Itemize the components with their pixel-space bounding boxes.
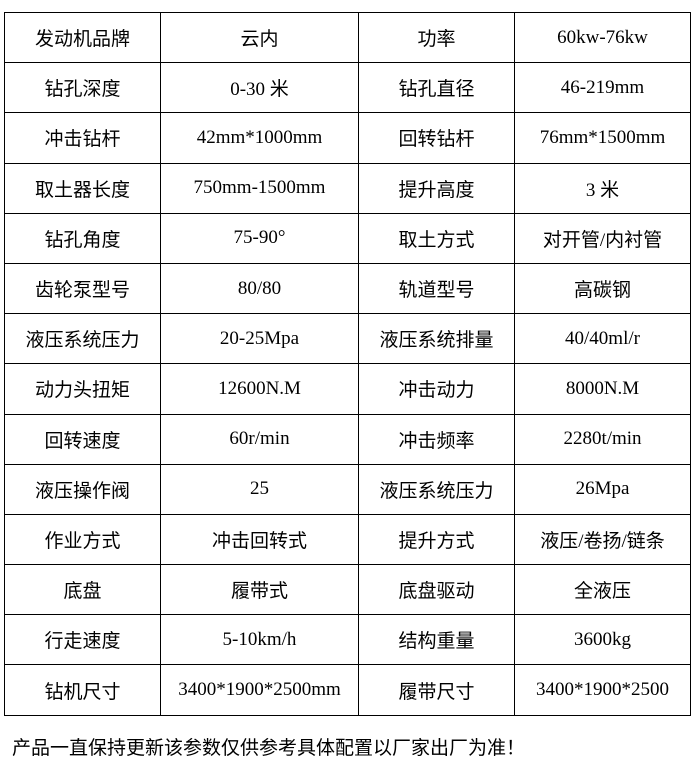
param-value: 履带式 (160, 564, 359, 616)
table-row: 液压操作阀 25 液压系统压力 26Mpa (4, 463, 691, 515)
table-row: 行走速度 5-10km/h 结构重量 3600kg (4, 614, 691, 666)
param-value: 20-25Mpa (160, 313, 359, 365)
table-row: 钻孔角度 75-90° 取土方式 对开管/内衬管 (4, 212, 691, 264)
param-label: 回转钻杆 (358, 112, 515, 164)
table-row: 钻机尺寸 3400*1900*2500mm 履带尺寸 3400*1900*2500 (4, 664, 691, 716)
param-value: 2280t/min (514, 413, 691, 465)
param-value: 80/80 (160, 262, 359, 315)
param-label: 钻孔深度 (4, 62, 161, 114)
param-label: 发动机品牌 (4, 11, 161, 64)
param-label: 冲击频率 (358, 413, 515, 465)
param-value: 750mm-1500mm (160, 162, 359, 214)
param-label: 回转速度 (4, 413, 161, 465)
param-value: 26Mpa (514, 463, 691, 515)
param-value: 40/40ml/r (514, 313, 691, 365)
param-value: 5-10km/h (160, 614, 359, 666)
param-value: 60kw-76kw (514, 11, 691, 64)
param-label: 结构重量 (358, 614, 515, 666)
param-value: 25 (160, 463, 359, 515)
param-label: 冲击钻杆 (4, 112, 161, 164)
param-label: 钻孔直径 (358, 62, 515, 114)
table-row: 发动机品牌 云内 功率 60kw-76kw (4, 11, 691, 64)
param-label: 作业方式 (4, 513, 161, 566)
param-label: 功率 (358, 11, 515, 64)
param-value: 高碳钢 (514, 262, 691, 315)
param-label: 液压系统压力 (358, 463, 515, 515)
table-row: 液压系统压力 20-25Mpa 液压系统排量 40/40ml/r (4, 313, 691, 365)
param-value: 75-90° (160, 212, 359, 264)
param-value: 8000N.M (514, 363, 691, 415)
param-value: 对开管/内衬管 (514, 212, 691, 264)
param-value: 3 米 (514, 162, 691, 214)
param-value: 云内 (160, 11, 359, 64)
table-row: 动力头扭矩 12600N.M 冲击动力 8000N.M (4, 363, 691, 415)
param-label: 冲击动力 (358, 363, 515, 415)
footer-note: 产品一直保持更新该参数仅供参考具体配置以厂家出厂为准！ (12, 738, 526, 759)
table-row: 取土器长度 750mm-1500mm 提升高度 3 米 (4, 162, 691, 214)
param-value: 液压/卷扬/链条 (514, 513, 691, 566)
param-label: 取土方式 (358, 212, 515, 264)
param-value: 3600kg (514, 614, 691, 666)
param-label: 钻机尺寸 (4, 664, 161, 716)
param-value: 0-30 米 (160, 62, 359, 114)
param-label: 提升高度 (358, 162, 515, 214)
param-value: 冲击回转式 (160, 513, 359, 566)
param-label: 履带尺寸 (358, 664, 515, 716)
spec-table: 发动机品牌 云内 功率 60kw-76kw 钻孔深度 0-30 米钻孔直径 46-219mm… (4, 11, 691, 716)
param-label: 液压操作阀 (4, 463, 161, 515)
param-label: 钻孔角度 (4, 212, 161, 264)
param-value: 全液压 (514, 564, 691, 616)
param-label: 底盘驱动 (358, 564, 515, 616)
param-value: 3400*1900*2500 (514, 664, 691, 716)
param-value: 42mm*1000mm (160, 112, 359, 164)
param-label: 提升方式 (358, 513, 515, 566)
param-label: 液压系统排量 (358, 313, 515, 365)
table-row: 冲击钻杆 42mm*1000mm 回转钻杆 76mm*1500mm (4, 112, 691, 164)
param-label: 液压系统压力 (4, 313, 161, 365)
param-value: 76mm*1500mm (514, 112, 691, 164)
table-row: 底盘 履带式 底盘驱动 全液压 (4, 564, 691, 616)
param-label: 取土器长度 (4, 162, 161, 214)
param-value: 46-219mm (514, 62, 691, 114)
param-value: 60r/min (160, 413, 359, 465)
param-label: 齿轮泵型号 (4, 262, 161, 315)
param-label: 底盘 (4, 564, 161, 616)
table-row: 钻孔深度 0-30 米钻孔直径 46-219mm (4, 62, 691, 114)
param-label: 动力头扭矩 (4, 363, 161, 415)
param-label: 行走速度 (4, 614, 161, 666)
table-row: 作业方式 冲击回转式 提升方式 液压/卷扬/链条 (4, 513, 691, 566)
param-label: 轨道型号 (358, 262, 515, 315)
param-value: 12600N.M (160, 363, 359, 415)
param-value: 3400*1900*2500mm (160, 664, 359, 716)
table-row: 回转速度 60r/min 冲击频率 2280t/min (4, 413, 691, 465)
table-row: 齿轮泵型号 80/80 轨道型号 高碳钢 (4, 262, 691, 315)
